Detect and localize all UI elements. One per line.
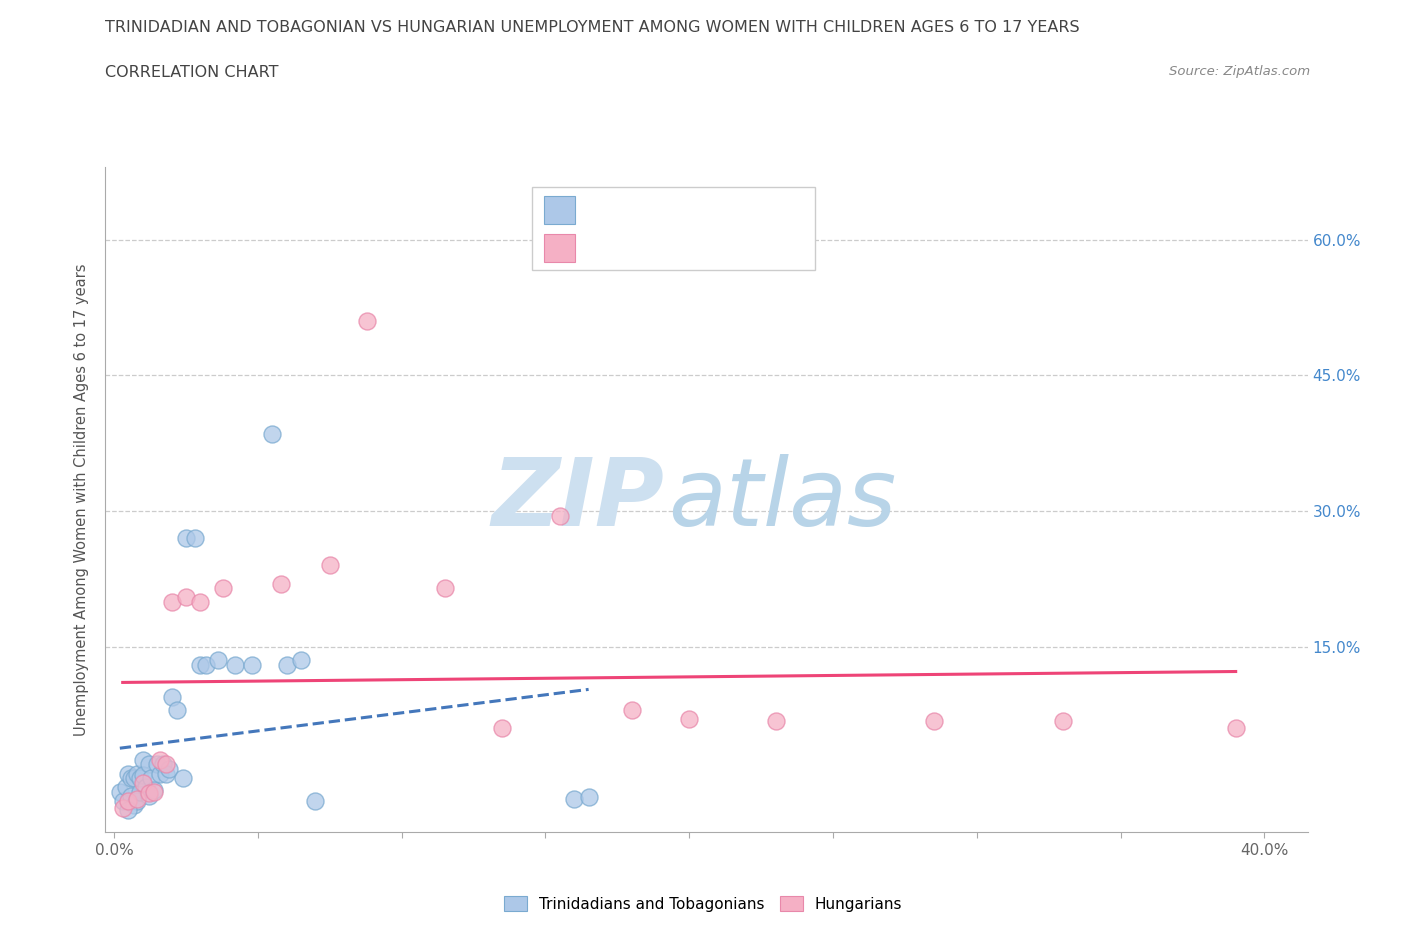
Point bbox=[548, 509, 571, 524]
Point bbox=[174, 531, 197, 546]
Point bbox=[117, 793, 139, 808]
Point bbox=[207, 653, 229, 668]
Point bbox=[356, 313, 378, 328]
Text: Source: ZipAtlas.com: Source: ZipAtlas.com bbox=[1170, 65, 1310, 78]
Point bbox=[183, 531, 205, 546]
Point bbox=[304, 793, 326, 808]
Point bbox=[117, 803, 139, 817]
Point bbox=[114, 779, 136, 794]
Bar bbox=[544, 234, 575, 262]
Point bbox=[620, 703, 643, 718]
Point bbox=[1052, 713, 1074, 728]
Point bbox=[135, 779, 157, 794]
Point bbox=[127, 791, 149, 806]
Point bbox=[188, 594, 212, 609]
Point bbox=[149, 766, 172, 781]
Text: ZIP: ZIP bbox=[492, 454, 665, 546]
Point bbox=[120, 789, 142, 804]
Bar bbox=[544, 195, 575, 224]
Point bbox=[240, 658, 263, 672]
Point bbox=[174, 590, 197, 604]
Text: R = 0.068  N = 41: R = 0.068 N = 41 bbox=[589, 202, 735, 217]
Point bbox=[132, 752, 155, 767]
Point bbox=[129, 771, 152, 786]
Point bbox=[143, 782, 166, 797]
Point bbox=[120, 771, 142, 786]
Point bbox=[578, 790, 600, 804]
Point bbox=[138, 789, 160, 804]
Point bbox=[160, 594, 183, 609]
Point bbox=[146, 757, 169, 772]
Legend: Trinidadians and Tobagonians, Hungarians: Trinidadians and Tobagonians, Hungarians bbox=[498, 889, 908, 918]
Point bbox=[111, 801, 134, 816]
Point bbox=[765, 713, 787, 728]
Point bbox=[138, 786, 160, 801]
Point bbox=[433, 580, 456, 595]
Point bbox=[212, 580, 235, 595]
Point bbox=[129, 784, 152, 799]
Point bbox=[224, 658, 246, 672]
Point bbox=[138, 757, 160, 772]
Point bbox=[132, 768, 155, 783]
Point bbox=[132, 775, 155, 790]
Point bbox=[127, 766, 149, 781]
Point bbox=[149, 752, 172, 767]
FancyBboxPatch shape bbox=[533, 187, 814, 271]
Point bbox=[678, 711, 700, 726]
Point bbox=[319, 558, 342, 573]
Point bbox=[141, 771, 163, 786]
Point bbox=[155, 766, 177, 781]
Text: R =  0.371  N = 24: R = 0.371 N = 24 bbox=[589, 240, 741, 255]
Point bbox=[270, 576, 292, 591]
Point bbox=[276, 658, 298, 672]
Point bbox=[1225, 721, 1247, 736]
Y-axis label: Unemployment Among Women with Children Ages 6 to 17 years: Unemployment Among Women with Children A… bbox=[75, 263, 90, 737]
Point bbox=[166, 703, 188, 718]
Point bbox=[491, 721, 513, 736]
Point bbox=[111, 793, 134, 808]
Point bbox=[262, 427, 284, 442]
Point bbox=[108, 784, 131, 799]
Point bbox=[152, 757, 174, 772]
Point bbox=[922, 713, 945, 728]
Point bbox=[562, 791, 585, 806]
Point bbox=[127, 793, 149, 808]
Point bbox=[122, 798, 145, 813]
Point bbox=[172, 771, 194, 786]
Text: TRINIDADIAN AND TOBAGONIAN VS HUNGARIAN UNEMPLOYMENT AMONG WOMEN WITH CHILDREN A: TRINIDADIAN AND TOBAGONIAN VS HUNGARIAN … bbox=[105, 20, 1080, 35]
Point bbox=[155, 757, 177, 772]
Point bbox=[188, 658, 212, 672]
Point bbox=[195, 658, 218, 672]
Point bbox=[117, 766, 139, 781]
Point bbox=[143, 784, 166, 799]
Point bbox=[122, 771, 145, 786]
Text: atlas: atlas bbox=[668, 455, 896, 545]
Text: CORRELATION CHART: CORRELATION CHART bbox=[105, 65, 278, 80]
Point bbox=[290, 653, 312, 668]
Point bbox=[160, 689, 183, 704]
Point bbox=[157, 762, 180, 777]
